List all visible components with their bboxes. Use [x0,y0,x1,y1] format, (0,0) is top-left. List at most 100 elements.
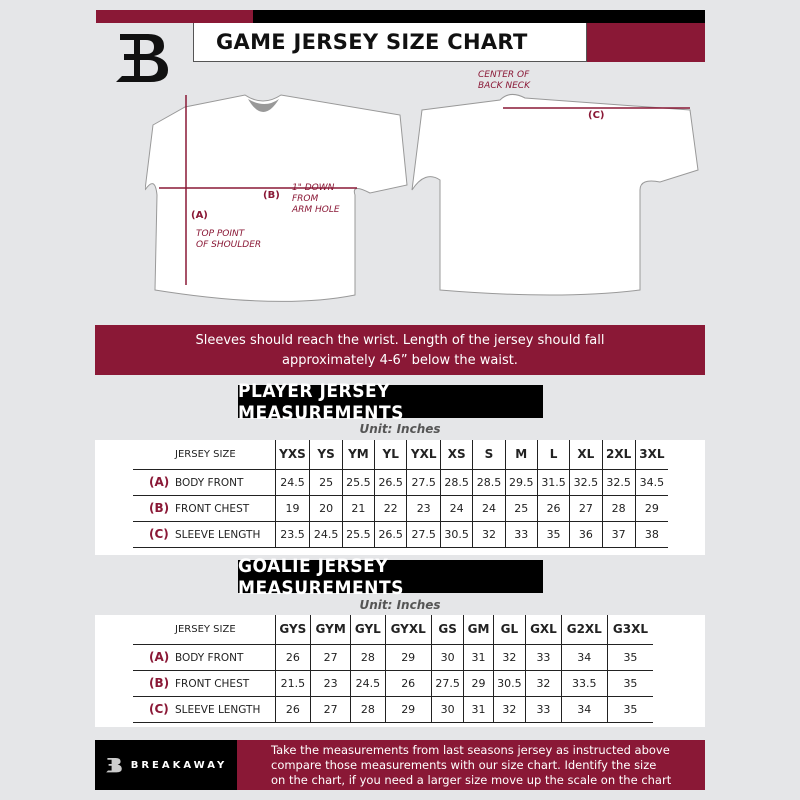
table-cell: 31 [463,695,494,723]
table-cell: 34.5 [634,468,668,496]
size-header: GXL [525,615,562,645]
player-section-title: PLAYER JERSEY MEASUREMENTS [238,380,543,424]
table-cell: 26 [384,669,432,697]
row-label: (C) SLEEVE LENGTH [133,695,276,723]
banner-line: approximately 4-6” below the waist. [282,353,518,368]
measurement-name: SLEEVE LENGTH [175,704,261,716]
table-cell: 28 [350,695,386,723]
table-cell: 24 [440,494,474,522]
table-cell: 21 [341,494,376,522]
table-header-row: JERSEY SIZE GYS GYM GYL GYXL GS GM GL GXL G2XL G3X… [133,615,653,645]
label-line: ARM HOLE [292,205,340,215]
table-cell: 32 [525,669,562,697]
table-cell: 28 [601,494,636,522]
label-line: OF SHOULDER [196,240,262,250]
table-cell: 27.5 [406,520,442,548]
table-cell: 24 [472,494,506,522]
footer-line: on the chart, if you need a larger size … [271,773,672,787]
table-cell: 26 [274,643,312,671]
table-row: (C) SLEEVE LENGTH 23.5 24.5 25.5 26.5 27.5 30.5… [133,520,668,548]
table-cell: 27.5 [406,468,442,496]
table-cell: 23 [406,494,442,522]
measurement-code: (B) [149,676,170,690]
size-header: M [504,440,538,470]
measurement-code: (C) [149,702,169,716]
label-b: (B) [263,190,280,201]
top-point-label: TOP POINT OF SHOULDER [196,229,261,251]
player-unit-label: Unit: Inches [359,422,441,436]
table-row: (B) FRONT CHEST 19 20 21 22 23 24 24 25 26 27 28 29 [133,494,668,522]
table-cell: 32 [472,520,506,548]
table-cell: 27 [310,643,352,671]
table-cell: 21.5 [274,669,312,697]
table-cell: 24.5 [274,468,311,496]
size-header: G3XL [606,615,653,645]
table-cell: 29 [463,669,494,697]
size-header: YXS [274,440,311,470]
table-header-row: JERSEY SIZE YXS YS YM YL YXL XS S M L XL 2XL 3XL [133,440,668,470]
size-header-label: JERSEY SIZE [133,440,276,470]
table-cell: 35 [606,695,653,723]
footer-line: Take the measurements from last seasons … [271,743,670,757]
table-cell: 36 [569,520,603,548]
table-cell: 22 [374,494,408,522]
footer-instructions: Take the measurements from last seasons … [237,740,705,790]
goalie-size-table: JERSEY SIZE GYS GYM GYL GYXL GS GM GL GXL G2XL G3X… [133,615,653,723]
row-label: (A) BODY FRONT [133,468,276,496]
table-cell: 32 [492,695,527,723]
label-line: CENTER OF [478,70,530,80]
breakaway-logo-icon [116,34,168,82]
table-cell: 19 [274,494,311,522]
size-header: XL [569,440,603,470]
table-cell: 30 [430,695,465,723]
table-cell: 24.5 [350,669,386,697]
size-header: 2XL [601,440,636,470]
table-cell: 30.5 [440,520,474,548]
fit-instructions-banner: Sleeves should reach the wrist. Length o… [95,325,705,375]
title-accent-block [587,23,705,62]
table-cell: 35 [606,669,653,697]
table-cell: 37 [601,520,636,548]
table-cell: 20 [309,494,343,522]
measurement-name: SLEEVE LENGTH [175,529,261,541]
size-header: L [536,440,571,470]
top-accent-bar [96,10,253,23]
label-a: (A) [191,210,208,221]
table-cell: 29.5 [504,468,538,496]
table-cell: 33 [525,643,562,671]
back-jersey-diagram [411,94,699,296]
breakaway-logo-icon [105,757,122,773]
table-cell: 27 [569,494,603,522]
table-cell: 24.5 [309,520,343,548]
size-header: G2XL [560,615,608,645]
table-cell: 38 [634,520,668,548]
label-line: FROM [292,194,319,204]
table-cell: 26 [536,494,571,522]
size-header: XS [440,440,474,470]
table-cell: 28.5 [440,468,474,496]
table-row: (A) BODY FRONT 26 27 28 29 30 31 32 33 34 35 [133,643,653,671]
table-cell: 26.5 [374,468,408,496]
size-header: GM [463,615,494,645]
size-header: GYXL [384,615,432,645]
goalie-section-title: GOALIE JERSEY MEASUREMENTS [238,555,543,599]
table-cell: 32.5 [601,468,636,496]
top-black-bar [253,10,705,23]
table-cell: 33.5 [560,669,608,697]
table-cell: 28 [350,643,386,671]
banner-line: Sleeves should reach the wrist. Length o… [195,333,605,348]
table-cell: 27.5 [430,669,465,697]
footer-brand: BREAKAWAY [95,740,237,790]
row-label: (B) FRONT CHEST [133,494,276,522]
table-cell: 26 [274,695,312,723]
size-header: GS [430,615,465,645]
page-title: GAME JERSEY SIZE CHART [193,23,587,62]
table-cell: 35 [606,643,653,671]
table-cell: 25.5 [341,520,376,548]
table-cell: 31 [463,643,494,671]
size-header: YXL [406,440,442,470]
measurement-code: (B) [149,501,170,515]
label-line: BACK NECK [478,81,530,91]
table-cell: 27 [310,695,352,723]
goalie-unit-label: Unit: Inches [359,598,441,612]
